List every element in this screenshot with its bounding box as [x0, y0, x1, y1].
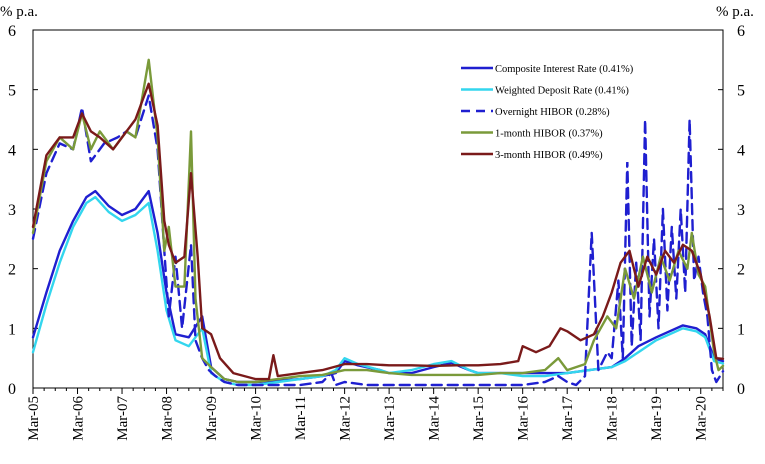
y-tick-label-right: 2 — [737, 262, 745, 279]
legend-label-4: 3-month HIBOR (0.49%) — [495, 150, 603, 161]
x-tick-label: Mar-11 — [293, 396, 309, 440]
y-tick-label-right: 3 — [737, 202, 745, 219]
legend-label-0: Composite Interest Rate (0.41%) — [495, 64, 634, 75]
series-line-4 — [31, 82, 725, 381]
x-tick-label: Mar-13 — [382, 396, 398, 441]
legend-background — [455, 52, 635, 162]
axes-group: 0 0 1 1 2 2 3 3 4 4 5 5 6 6 Mar-05 Mar-06 Mar-07 Mar-08 Ma… — [8, 23, 745, 441]
x-tick-label: Mar-06 — [71, 396, 87, 441]
x-tick-label: Mar-14 — [427, 396, 443, 441]
y-tick-label-left: 0 — [8, 381, 16, 398]
legend-label-1: Weighted Deposit Rate (0.41%) — [495, 86, 629, 97]
y-tick-label-left: 1 — [8, 321, 16, 338]
right-axis-unit-label: % p.a. — [716, 4, 754, 20]
x-tick-label: Mar-15 — [471, 396, 487, 441]
x-tick-label: Mar-18 — [605, 396, 621, 441]
legend-label-3: 1-month HIBOR (0.37%) — [495, 129, 603, 140]
series-line-0 — [31, 189, 725, 384]
y-tick-label-right: 0 — [737, 381, 745, 398]
x-tick-label: Mar-17 — [560, 396, 576, 441]
y-tick-label-right: 5 — [737, 83, 745, 100]
y-tick-label-right: 1 — [737, 321, 745, 338]
legend-label-2: Overnight HIBOR (0.28%) — [495, 107, 610, 118]
y-tick-label-left: 2 — [8, 262, 16, 279]
x-tick-label: Mar-09 — [204, 396, 220, 441]
series-line-3 — [31, 58, 725, 384]
x-tick-label: Mar-10 — [249, 396, 265, 441]
series-group — [31, 58, 725, 387]
x-tick-label: Mar-08 — [160, 396, 176, 441]
x-tick-label: Mar-19 — [649, 396, 665, 441]
left-axis-unit-label: % p.a. — [0, 4, 38, 20]
series-line-1 — [31, 195, 725, 387]
x-tick-label: Mar-20 — [694, 396, 710, 441]
x-tick-label: Mar-05 — [26, 396, 42, 441]
y-tick-label-right: 4 — [737, 142, 745, 159]
x-tick-label: Mar-16 — [516, 396, 532, 441]
y-tick-label-left: 3 — [8, 202, 16, 219]
y-tick-label-left: 4 — [8, 142, 16, 159]
y-tick-label-left: 6 — [8, 23, 16, 40]
x-tick-label: Mar-07 — [115, 396, 131, 441]
x-tick-label: Mar-12 — [338, 396, 354, 441]
legend: Composite Interest Rate (0.41%) Weighted … — [455, 52, 635, 162]
y-tick-label-left: 5 — [8, 83, 16, 100]
y-tick-label-right: 6 — [737, 23, 745, 40]
